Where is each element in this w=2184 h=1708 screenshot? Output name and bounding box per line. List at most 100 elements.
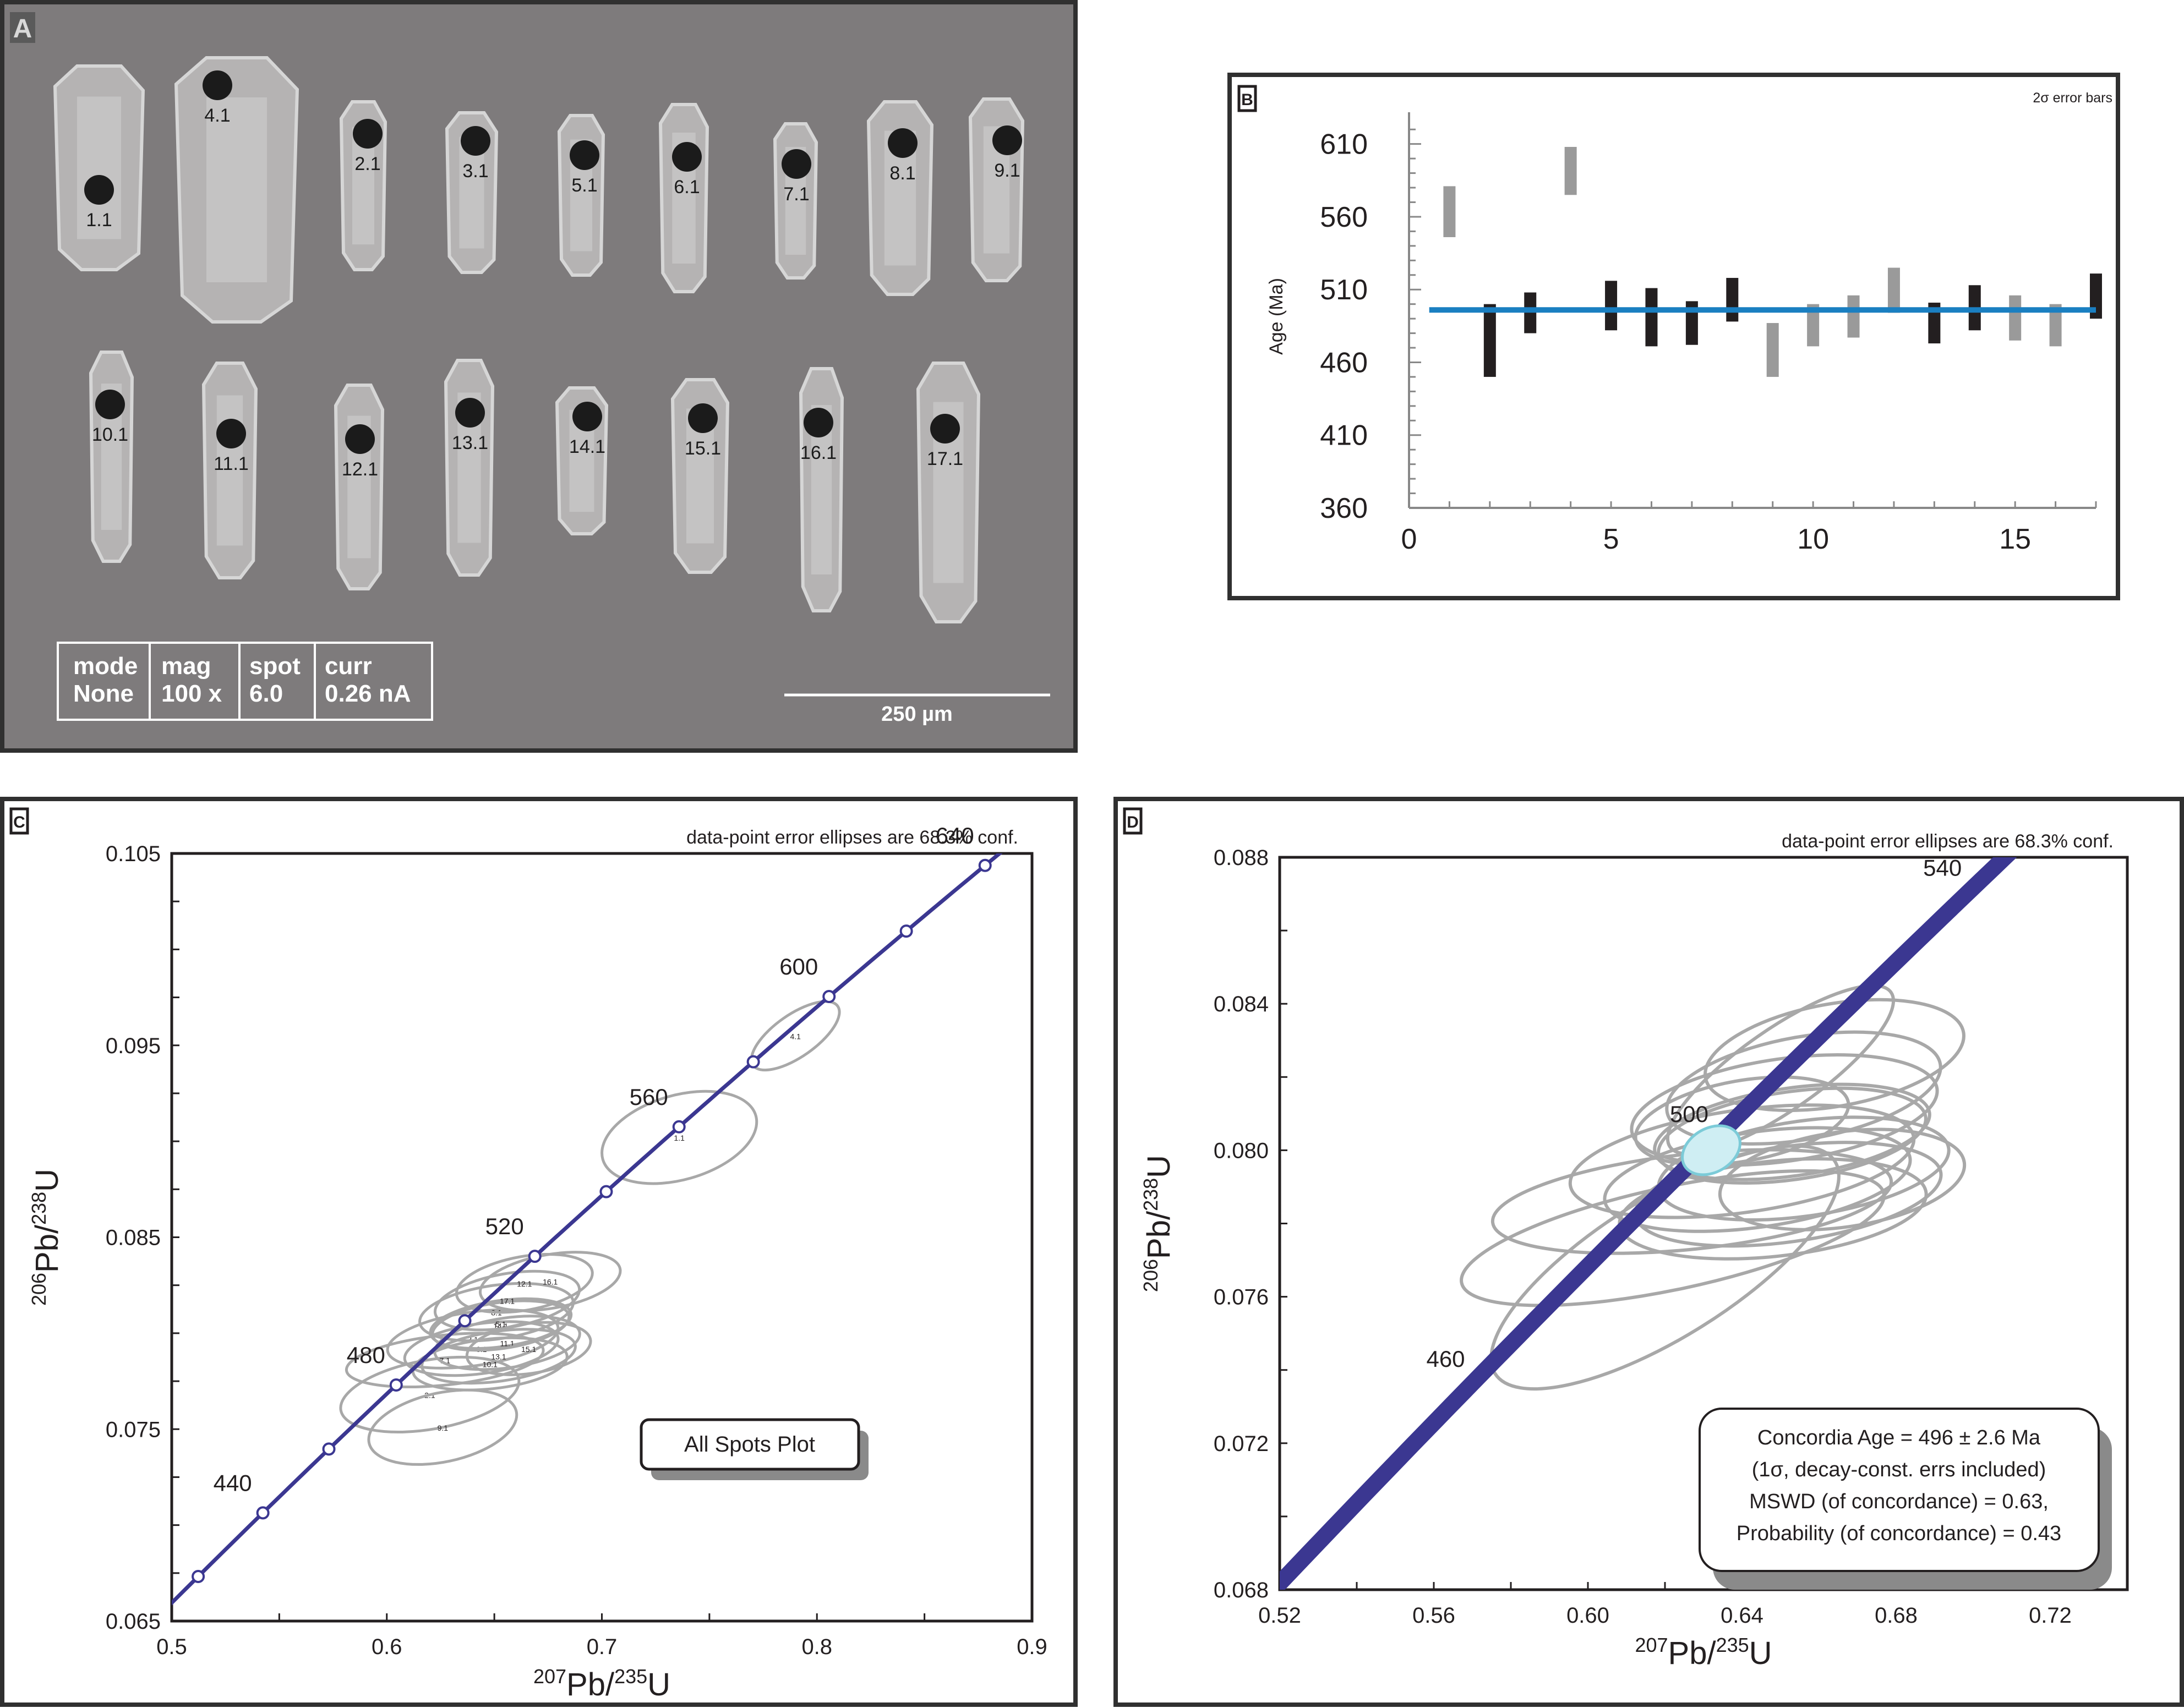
error-ellipse [433,1315,581,1371]
ellipse-label: 10.1 [483,1360,498,1369]
x-axis-label-sup: 235 [614,1665,647,1688]
ellipse-label: 9.1 [438,1424,449,1432]
info-header-mag: mag [161,653,211,680]
analysis-spot [804,408,833,437]
ellipse-label: 12.1 [517,1279,532,1288]
ellipse-label: 16.1 [543,1278,558,1287]
analysis-spot [688,403,718,433]
zircon-grains: 1.1 4.1 2.1 3.1 5.1 6.1 7.1 8.1 9.1 10.1 11.1 12.1 1… [53,56,1025,623]
x-tick-label: 0.60 [1566,1603,1609,1628]
analysis-spot [782,149,811,179]
x-tick-label: 0.6 [372,1635,402,1659]
y-tick-label: 610 [1320,129,1368,161]
age-error-bar [1726,278,1739,322]
plot-area: 1.14.12.19.17.13.16.18.15.110.111.113.11… [172,853,1003,1606]
x-tick-label: 0.52 [1258,1603,1301,1628]
info-header-spot: spot [249,653,301,680]
spot-label: 11.1 [214,453,249,474]
ellipse-label: 15.1 [521,1345,536,1354]
x-tick-label: 15 [1999,523,2031,555]
spot-label: 9.1 [994,160,1020,181]
y-tick-label: 0.065 [106,1610,161,1634]
x-axis-label-sup: 207 [533,1665,566,1688]
x-axis-label-sup: 207 [1635,1634,1668,1656]
info-table-frame [57,642,433,721]
y-axis-label-end: U [29,1169,65,1192]
analysis-spot [203,70,232,100]
chart-c: data-point error ellipses are 68.3% conf… [28,823,1047,1702]
age-error-bar [1564,146,1577,195]
panel-a-label-box [10,12,35,43]
concordia-age-label: 440 [214,1470,252,1496]
x-tick-label: 5 [1603,523,1619,555]
error-ellipse [1665,1030,1942,1146]
x-tick-label: 10 [1797,523,1829,555]
analysis-spot [345,424,375,454]
age-error-bar [1928,303,1941,344]
y-tick-label: 0.085 [106,1226,161,1250]
analysis-spot [216,419,246,448]
error-ellipse [367,1388,518,1466]
age-error-bar [1605,281,1618,331]
ellipse-label: 1.1 [674,1134,685,1142]
y-tick-label: 0.084 [1214,992,1269,1016]
concordia-age-marker [322,1442,336,1456]
info-value-spot: 6.0 [249,680,283,707]
concordia-age-marker [899,924,913,938]
concordia-age-marker [389,1378,403,1392]
age-error-bar [2049,304,2062,347]
x-tick-label: 0.72 [2029,1603,2072,1628]
panel-d-label: D [1127,813,1139,831]
analysis-spot [888,128,918,158]
concordia-age-label: 640 [936,823,974,848]
x-tick-label: 0.9 [1017,1635,1047,1659]
info-value-curr: 0.26 nA [325,680,411,707]
panel-c-label: C [13,813,25,831]
age-error-bar [2009,295,2022,341]
scale-bar: 250 µm [784,693,1050,726]
error-ellipse [1653,1082,1931,1181]
analysis-spot [930,414,960,444]
result-line: Concordia Age = 496 ± 2.6 Ma [1757,1426,2041,1449]
concordia-age-label: 480 [347,1342,385,1368]
y-tick-label: 0.072 [1214,1432,1269,1456]
spot-label: 16.1 [800,442,837,463]
zircon-core [206,97,267,282]
concordia-age-marker [822,990,836,1004]
error-ellipse [455,1252,594,1314]
concordia-age-marker [528,1250,542,1263]
x-axis-label-end: U [1749,1635,1772,1671]
plot-area [1280,857,2017,1590]
results-box [1699,1408,2100,1572]
panel-a: A 1.1 4.1 2.1 3.1 5.1 6.1 7.1 8.1 9.1 10.1 11.1 12.… [0,0,1078,753]
error-ellipse [345,1332,545,1389]
ellipse-label: 5.1 [495,1320,506,1328]
y-axis-label-base: Pb/ [1141,1211,1177,1259]
spot-label: 15.1 [685,438,721,459]
x-tick-label: 0.5 [156,1635,187,1659]
y-tick-label: 560 [1320,201,1368,233]
y-axis-label-sup: 238 [28,1192,50,1225]
panel-b-label-box [1237,85,1257,112]
spot-label: 6.1 [674,177,700,198]
concordia-age-label: 560 [630,1084,668,1110]
age-error-bar [1483,304,1496,377]
concordia-curve [172,853,1003,1606]
age-error-bar [1807,304,1820,347]
y-tick-label: 0.068 [1214,1578,1269,1602]
y-axis-label-sup: 206 [28,1273,50,1306]
ellipse-label: 17.1 [500,1297,515,1306]
panel-c-label-box [9,807,29,835]
concordia-age-label: 600 [779,954,818,979]
concordia-age-marker [672,1120,686,1134]
zircon-core [459,136,484,249]
spot-label: 12.1 [342,459,378,480]
y-tick-label: 0.080 [1214,1138,1269,1163]
concordia-age-label: 520 [485,1213,524,1239]
age-error-bar [1524,292,1537,333]
error-ellipse [431,1299,571,1352]
zircon-core [77,96,121,239]
